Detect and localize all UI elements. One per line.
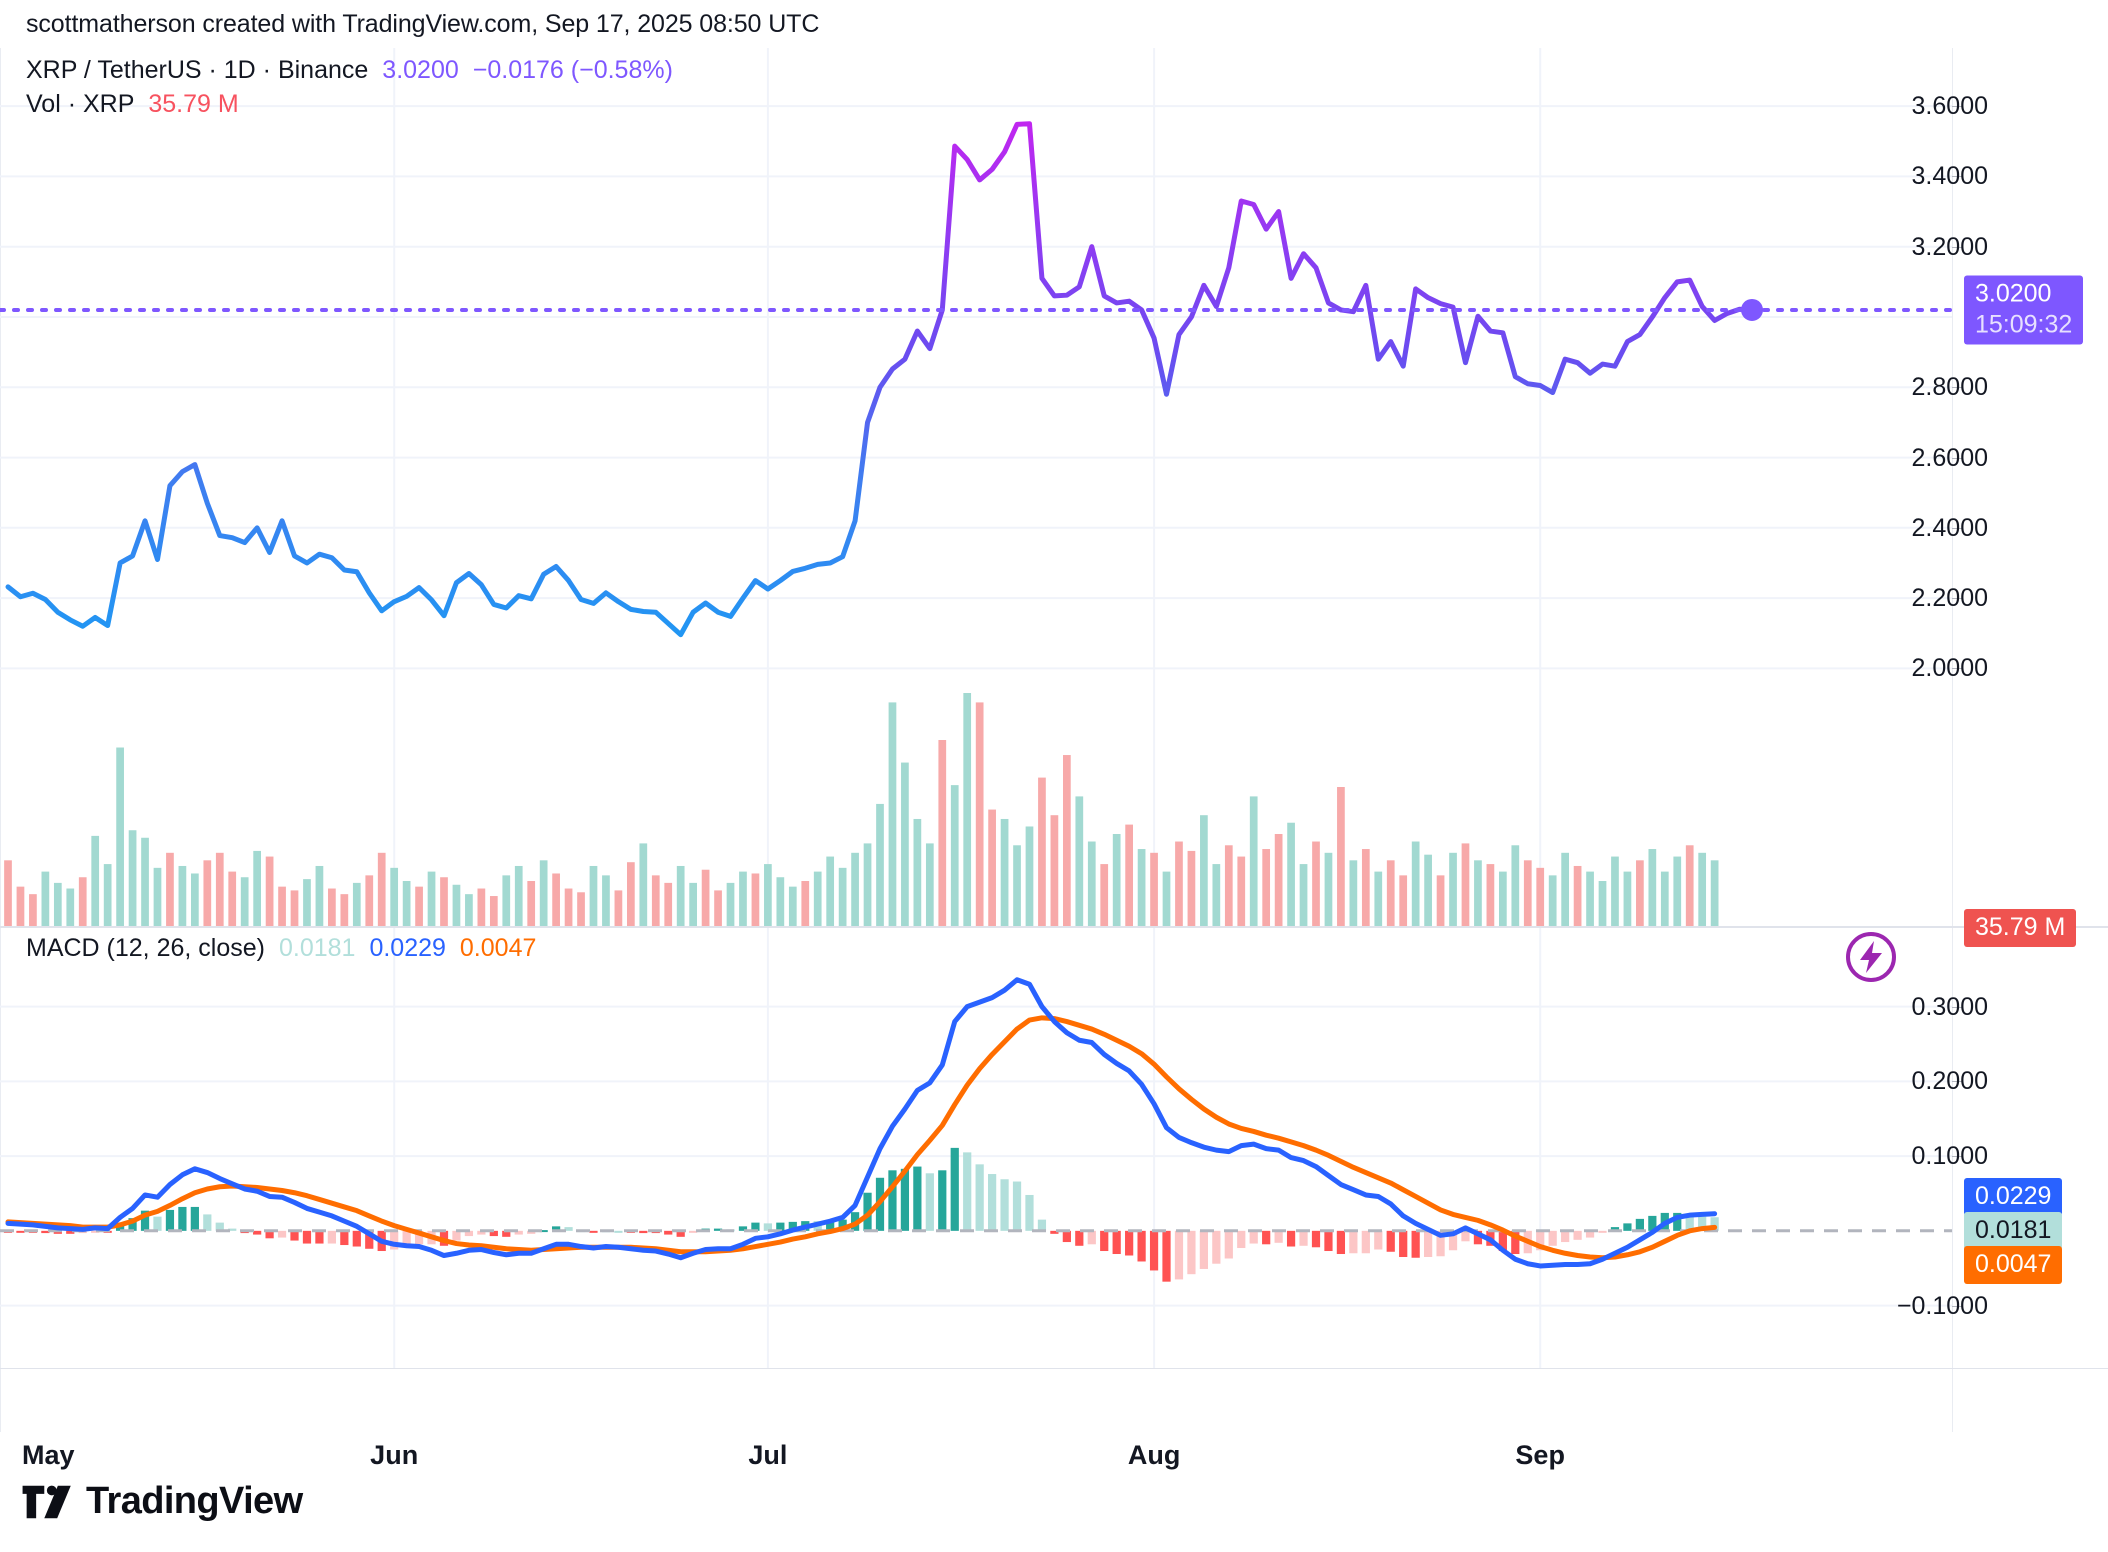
price-axis-tick [1952, 668, 1962, 670]
price-axis-tick [1952, 457, 1962, 459]
volume-badge-value: 35.79 M [1975, 913, 2066, 941]
price-axis[interactable]: 3.6000 3.4000 3.2000 2.8000 2.6000 2.4000 2.20… [1912, 48, 2108, 947]
macd-axis-tick [1952, 1081, 1962, 1083]
time-axis-label-sep: Sep [1515, 1440, 1565, 1470]
time-axis-label-jun: Jun [370, 1440, 419, 1470]
time-axis[interactable]: May Jun Jul Aug Sep [0, 1432, 2108, 1488]
macd-line-badge[interactable]: 0.0229 [1964, 1177, 2063, 1216]
price-axis-tick [1952, 106, 1962, 108]
countdown-timer: 15:09:32 [1975, 310, 2073, 339]
time-axis-label-jul: Jul [748, 1440, 788, 1470]
footer: TradingView [22, 1480, 303, 1523]
attribution-text: scottmatherson created with TradingView.… [26, 10, 820, 38]
macd-pane[interactable] [0, 928, 1952, 1368]
macd-signal-badge-value: 0.0047 [1975, 1249, 2052, 1278]
last-price-badge[interactable]: 3.0200 15:09:32 [1964, 275, 2084, 345]
lightning-bolt-icon[interactable] [1844, 930, 1898, 984]
price-axis-tick [1952, 527, 1962, 529]
macd-line-badge-value: 0.0229 [1975, 1181, 2052, 1210]
tradingview-logo-icon [22, 1483, 72, 1521]
time-axis-label-aug: Aug [1127, 1440, 1181, 1470]
price-axis-tick [1952, 387, 1962, 389]
time-axis-label-may: May [22, 1440, 75, 1470]
frame-bottom-border [0, 1368, 2108, 1369]
brand-name: TradingView [86, 1480, 303, 1522]
macd-hist-badge-value: 0.0181 [1975, 1215, 2052, 1244]
volume-value-badge[interactable]: 35.79 M [1964, 909, 2077, 947]
price-pane[interactable] [0, 48, 1952, 926]
price-axis-tick [1952, 598, 1962, 600]
macd-plot [0, 928, 1952, 1368]
frame-axis-divider [1952, 48, 1953, 1432]
macd-axis-tick [1952, 1305, 1962, 1307]
macd-signal-badge[interactable]: 0.0047 [1964, 1245, 2063, 1284]
price-axis-tick [1952, 176, 1962, 178]
pane-separator [0, 926, 2108, 928]
macd-hist-badge[interactable]: 0.0181 [1964, 1211, 2063, 1250]
chart-frame: XRP / TetherUS · 1D · Binance 3.0200 −0.01… [0, 48, 2108, 1432]
macd-axis-tick [1952, 1006, 1962, 1008]
macd-axis[interactable]: 0.3000 0.2000 0.1000 −0.1000 0.0229 0.0181 0.… [1897, 928, 2108, 1368]
frame-left-border [0, 48, 1, 1432]
macd-axis-tick [1952, 1156, 1962, 1158]
last-price-value: 3.0200 [1975, 279, 2052, 308]
price-plot [0, 48, 1952, 926]
price-axis-tick [1952, 246, 1962, 248]
